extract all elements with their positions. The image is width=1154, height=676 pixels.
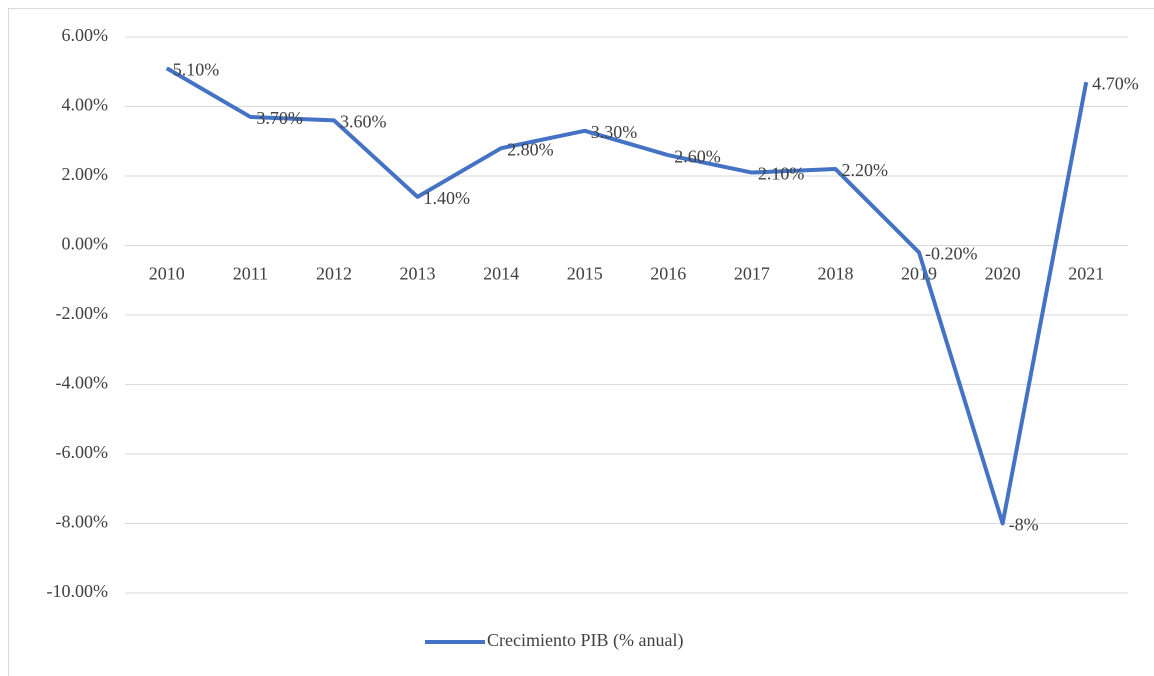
data-label: -8% [1009,515,1039,535]
chart-frame [8,8,1154,676]
y-tick-label: 4.00% [62,95,109,115]
y-tick-label: -2.00% [56,303,109,323]
y-tick-label: 2.00% [62,164,109,184]
data-label: 2.80% [507,139,554,159]
x-tick-label: 2018 [817,264,853,284]
data-label: 2.20% [841,160,888,180]
x-tick-label: 2019 [901,264,937,284]
data-label: 4.70% [1092,73,1139,93]
y-tick-label: 6.00% [62,25,109,45]
data-label: 2.60% [674,146,721,166]
x-tick-label: 2020 [985,264,1021,284]
legend-label: Crecimiento PIB (% anual) [487,630,683,651]
x-tick-label: 2016 [650,264,686,284]
data-label: 3.30% [591,122,638,142]
y-tick-label: -8.00% [56,512,109,532]
data-label: 2.10% [758,164,805,184]
data-label: 5.10% [173,59,220,79]
data-label: 3.60% [340,112,387,132]
data-label: -0.20% [925,244,978,264]
x-tick-label: 2013 [400,264,436,284]
x-tick-label: 2010 [149,264,185,284]
y-tick-label: -4.00% [56,373,109,393]
x-tick-label: 2015 [567,264,603,284]
x-tick-label: 2014 [483,264,519,284]
y-tick-label: -10.00% [47,581,109,601]
x-tick-label: 2012 [316,264,352,284]
x-tick-label: 2017 [734,264,770,284]
data-label: 3.70% [256,108,303,128]
y-tick-label: -6.00% [56,442,109,462]
data-label: 1.40% [424,188,471,208]
x-tick-label: 2011 [233,264,268,284]
y-tick-label: 0.00% [62,234,109,254]
data-line [165,66,1089,526]
x-tick-label: 2021 [1068,264,1104,284]
